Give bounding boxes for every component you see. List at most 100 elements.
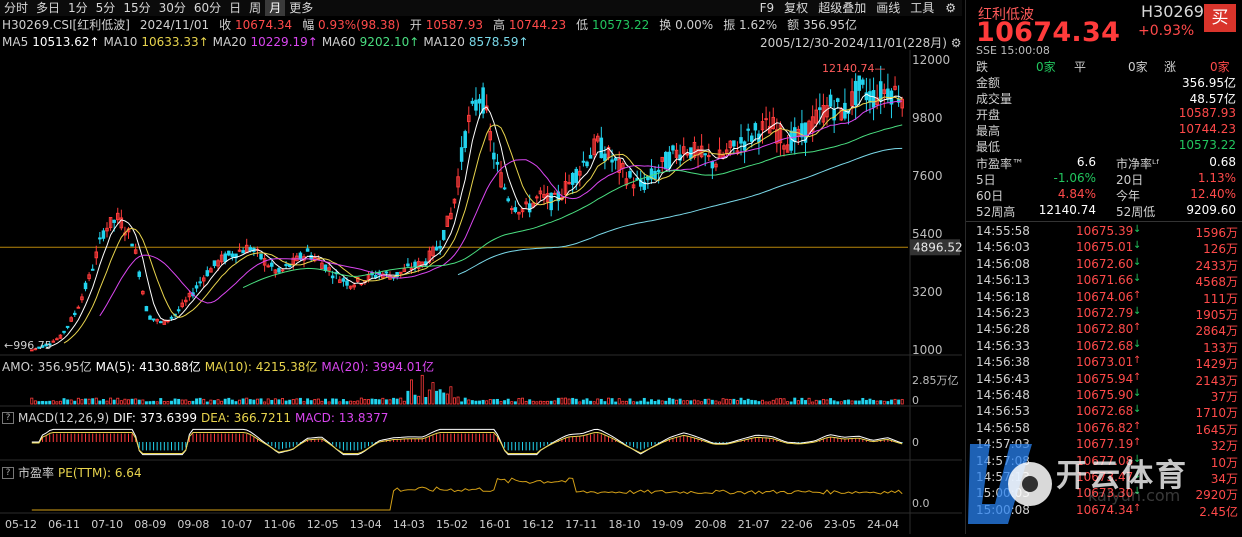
candle-body [402, 268, 407, 273]
ma120-value: 8578.59↑ [468, 34, 529, 49]
volume-bar [621, 400, 625, 405]
tool-button-3[interactable]: 画线 [876, 1, 901, 15]
volume-bar [635, 401, 639, 405]
volume-bar [227, 397, 231, 405]
period-tabs: 分时 多日 1分 5分 15分 30分 60分日周月更多 [0, 0, 317, 16]
volume-bar [492, 399, 496, 405]
tab-period-10[interactable]: 更多 [289, 1, 314, 15]
tab-period-9[interactable]: 月 [265, 0, 286, 16]
candle-body [76, 306, 81, 309]
tool-button-1[interactable]: 复权 [784, 1, 809, 15]
buy-button[interactable]: 买 [1204, 4, 1236, 32]
tab-period-1[interactable]: 多日 [36, 1, 61, 15]
volume-bar [467, 399, 471, 405]
settings-icon[interactable]: ⚙ [950, 36, 962, 50]
volume-bar [607, 397, 610, 405]
volume-bar [367, 399, 370, 405]
tab-period-8[interactable]: 周 [249, 1, 262, 15]
tab-period-7[interactable]: 日 [229, 1, 242, 15]
volume-bar [900, 399, 904, 405]
tab-period-6[interactable]: 60分 [193, 1, 222, 15]
ma10-line [63, 96, 903, 344]
turnover-value: 0.00% [675, 18, 714, 32]
candle-body [732, 140, 736, 147]
candle-body [470, 100, 475, 104]
arrow-down-icon: ↓ [1133, 404, 1142, 416]
candle-body [441, 229, 446, 240]
volume-bar [814, 399, 818, 405]
trade-volume: 2920万 [1195, 488, 1238, 503]
volume-bar [696, 400, 700, 405]
volume-bar [130, 398, 134, 405]
help-icon[interactable]: ? [2, 412, 14, 424]
volume-bar [718, 401, 722, 405]
x-axis-label: 07-10 [91, 518, 123, 531]
volume-bar [875, 400, 879, 405]
volume-bar [410, 379, 413, 405]
volume-bar [427, 389, 431, 405]
volume-bar [288, 399, 292, 405]
high-value: 10744.23 [508, 18, 567, 32]
tab-period-2[interactable]: 1分 [68, 1, 88, 15]
tab-period-4[interactable]: 15分 [123, 1, 151, 15]
ma60-line [242, 124, 903, 289]
volume-bar [671, 398, 675, 405]
chart-area[interactable]: 12000 9800 7600 5400 3200 1000 4896.52 12140.74… [0, 50, 963, 534]
volume-bar [510, 401, 514, 405]
volume-bar [682, 400, 686, 405]
candle-body [352, 284, 356, 288]
tool-button-0[interactable]: F9 [759, 1, 775, 15]
candle-body [291, 257, 296, 265]
tab-period-5[interactable]: 30分 [158, 1, 186, 15]
volume-bar [599, 398, 603, 405]
volume-bar [707, 398, 711, 405]
trade-price: 10673.30 [1076, 486, 1134, 501]
candle-body [130, 243, 134, 247]
volume-bar [295, 398, 299, 405]
amo-legend: AMO: 356.95亿 MA(5): 4130.88亿 MA(10): 421… [2, 358, 438, 375]
tool-button-2[interactable]: 超级叠加 [818, 1, 867, 15]
volume-bar [614, 401, 618, 405]
candle-body [169, 316, 174, 319]
candle-body [223, 253, 227, 262]
candle-body [671, 145, 675, 151]
tool-button-4[interactable]: 工具 [910, 1, 935, 15]
candle-body [259, 253, 263, 260]
candle-body [73, 312, 77, 316]
volume-bar [786, 401, 790, 405]
tab-period-3[interactable]: 5分 [95, 1, 116, 15]
candle-body [431, 246, 435, 257]
ma60-label: MA60 [321, 34, 356, 49]
candle-body [116, 212, 120, 221]
arrow-up-icon: ↑ [1133, 289, 1142, 301]
candle-body [230, 253, 235, 258]
date-range-label[interactable]: 2005/12/30-2024/11/01(228月) ⚙ [760, 34, 962, 50]
candle-body [90, 268, 95, 271]
tab-period-0[interactable]: 分时 [4, 1, 29, 15]
volume-bar [535, 401, 539, 405]
volume-bar [764, 401, 768, 405]
candle-body [141, 290, 145, 295]
trade-volume: 2.45亿 [1199, 504, 1238, 519]
kline-chart-svg[interactable]: 12000 9800 7600 5400 3200 1000 4896.52 12140.74… [0, 50, 963, 534]
trade-volume: 1645万 [1195, 422, 1238, 437]
candle-body [588, 154, 593, 159]
candle-body [384, 271, 389, 274]
candle-body [58, 334, 63, 339]
gear-icon[interactable]: ⚙ [945, 1, 956, 15]
candle-body [266, 265, 270, 268]
trade-volume: 4568万 [1195, 275, 1238, 290]
candle-body [80, 296, 84, 301]
volume-bar [384, 399, 388, 405]
candle-body [760, 121, 765, 131]
help-icon[interactable]: ? [2, 466, 14, 479]
volume-bar [76, 397, 80, 405]
y-tick-label: 12000 [912, 53, 950, 67]
ratio-value: 4.84% [1057, 187, 1096, 201]
index-code: H30269 [1141, 2, 1204, 21]
candle-body [492, 152, 496, 160]
volume-bar [94, 397, 98, 405]
candle-body [477, 98, 482, 104]
candle-body [205, 270, 210, 277]
volume-bar [48, 400, 52, 405]
